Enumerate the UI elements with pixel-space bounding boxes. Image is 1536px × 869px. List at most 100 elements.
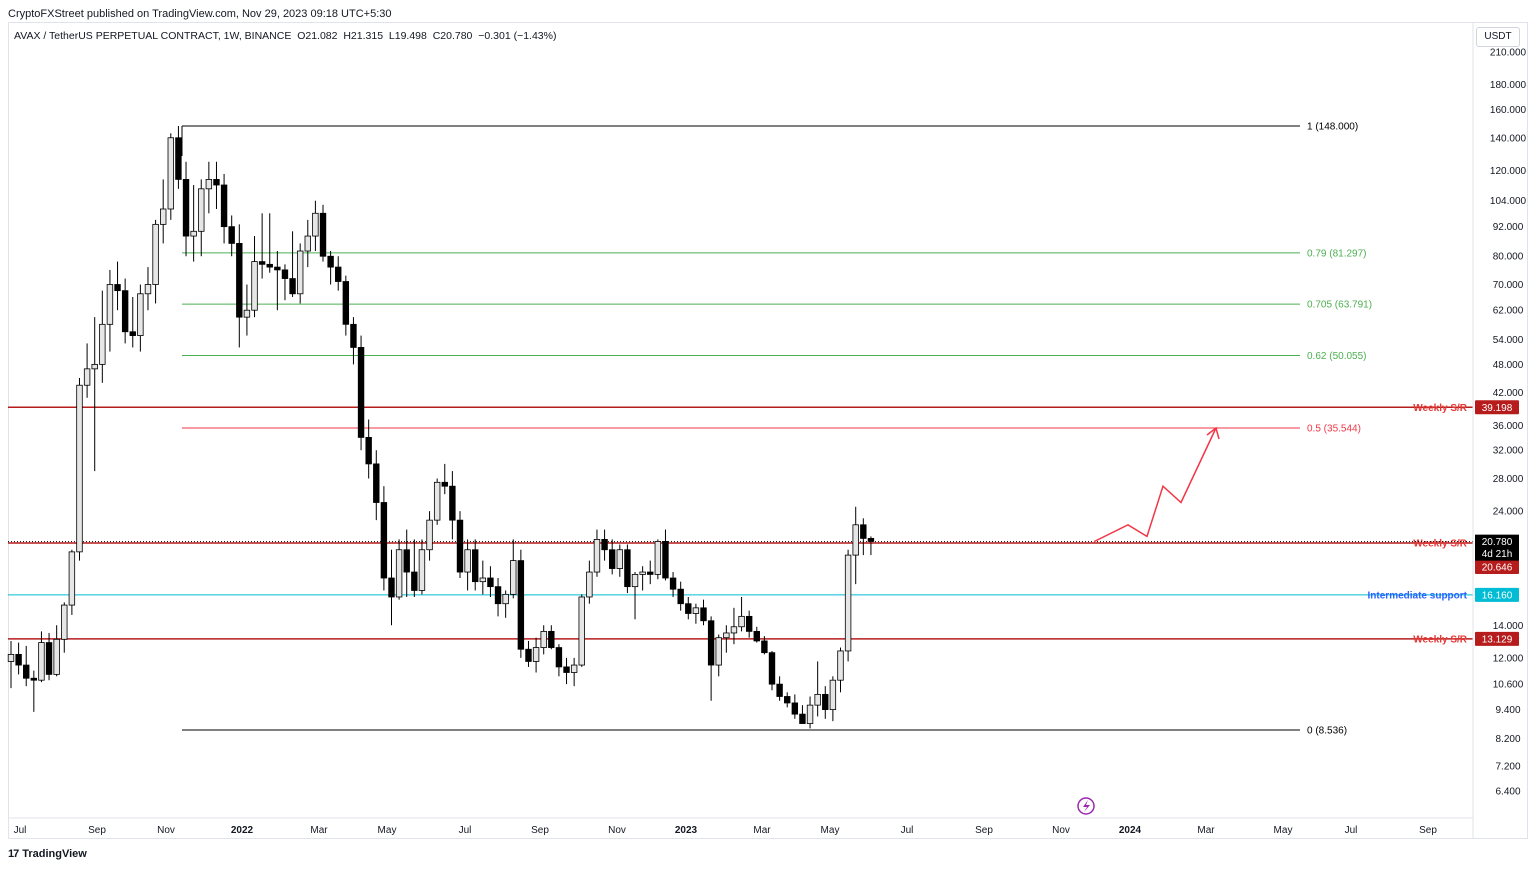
candle[interactable] [342, 275, 350, 336]
candle[interactable] [502, 590, 509, 618]
candle[interactable] [91, 317, 98, 472]
candle[interactable] [83, 343, 91, 398]
candle[interactable] [266, 213, 273, 273]
projection-path[interactable] [1093, 427, 1217, 543]
candle[interactable] [662, 529, 669, 581]
candle[interactable] [494, 578, 502, 617]
candle[interactable] [357, 335, 365, 451]
candle[interactable] [768, 650, 776, 691]
candle[interactable] [228, 215, 235, 257]
candle[interactable] [548, 625, 555, 650]
candle[interactable] [30, 670, 38, 712]
candle[interactable] [289, 231, 296, 297]
candle[interactable] [167, 133, 175, 220]
candle[interactable] [114, 261, 121, 311]
candle[interactable] [867, 536, 875, 556]
candle[interactable] [441, 463, 448, 495]
candle[interactable] [129, 296, 136, 348]
candle[interactable] [517, 549, 525, 658]
candle[interactable] [837, 647, 844, 693]
candle[interactable] [464, 539, 471, 591]
candle[interactable] [510, 539, 517, 599]
candle[interactable] [281, 264, 289, 301]
candle[interactable] [350, 317, 357, 365]
candle[interactable] [304, 219, 311, 268]
candle[interactable] [380, 486, 388, 591]
candle[interactable] [761, 636, 768, 655]
currency-button[interactable]: USDT [1476, 27, 1520, 47]
candle[interactable] [106, 269, 114, 352]
candle[interactable] [601, 529, 608, 561]
candle[interactable] [479, 560, 487, 595]
candle[interactable] [753, 626, 760, 643]
candle[interactable] [373, 450, 380, 521]
candle[interactable] [395, 539, 403, 600]
candle[interactable] [15, 642, 22, 675]
candle[interactable] [593, 529, 601, 577]
candle[interactable] [433, 478, 441, 525]
candle[interactable] [616, 544, 623, 577]
candle[interactable] [814, 661, 821, 717]
candle[interactable] [23, 645, 30, 687]
candle[interactable] [624, 544, 631, 594]
candle[interactable] [608, 539, 616, 575]
candle[interactable] [449, 471, 456, 540]
candle[interactable] [692, 603, 700, 624]
candle[interactable] [243, 284, 251, 336]
candle[interactable] [685, 596, 692, 620]
candle[interactable] [639, 566, 646, 591]
candle[interactable] [822, 686, 829, 719]
candle[interactable] [190, 185, 197, 262]
candle[interactable] [860, 518, 867, 556]
candle[interactable] [365, 419, 372, 479]
candle[interactable] [472, 539, 479, 591]
candle[interactable] [99, 290, 106, 383]
candle[interactable] [715, 634, 722, 677]
candle[interactable] [411, 539, 418, 597]
candle[interactable] [121, 278, 129, 344]
candle[interactable] [578, 594, 585, 667]
candle[interactable] [586, 560, 593, 604]
candle[interactable] [730, 607, 738, 645]
candle[interactable] [61, 602, 68, 653]
candle[interactable] [738, 596, 745, 632]
candle[interactable] [220, 173, 228, 244]
candle[interactable] [669, 572, 677, 597]
candle[interactable] [570, 657, 578, 687]
candle[interactable] [555, 644, 563, 677]
lightning-icon[interactable] [1077, 797, 1095, 815]
candle[interactable] [776, 676, 783, 701]
candle[interactable] [532, 637, 540, 673]
candle[interactable] [312, 200, 319, 252]
candle[interactable] [707, 616, 715, 701]
candle[interactable] [426, 511, 433, 561]
candle[interactable] [647, 560, 654, 585]
candle[interactable] [487, 566, 494, 597]
candle[interactable] [784, 692, 791, 708]
candle[interactable] [68, 549, 76, 615]
candle[interactable] [388, 549, 395, 626]
candle[interactable] [198, 179, 205, 257]
candle[interactable] [296, 243, 304, 304]
candle[interactable] [76, 378, 83, 561]
candle[interactable] [791, 694, 799, 719]
candle[interactable] [274, 251, 281, 311]
candle[interactable] [806, 696, 814, 729]
candle[interactable] [745, 610, 753, 638]
candle[interactable] [258, 213, 266, 279]
candle[interactable] [144, 267, 152, 311]
candle[interactable] [723, 625, 730, 653]
candle[interactable] [251, 236, 258, 318]
candle[interactable] [852, 506, 859, 585]
candle[interactable] [137, 284, 144, 352]
symbol-name[interactable]: AVAX / TetherUS PERPETUAL CONTRACT, 1W, … [14, 30, 292, 42]
candle[interactable] [418, 539, 426, 595]
candle[interactable] [182, 161, 190, 257]
candle[interactable] [631, 572, 639, 620]
candle[interactable] [159, 179, 167, 244]
candle[interactable] [654, 539, 662, 580]
candle[interactable] [335, 256, 342, 291]
candle[interactable] [327, 251, 334, 285]
candle[interactable] [7, 640, 15, 689]
